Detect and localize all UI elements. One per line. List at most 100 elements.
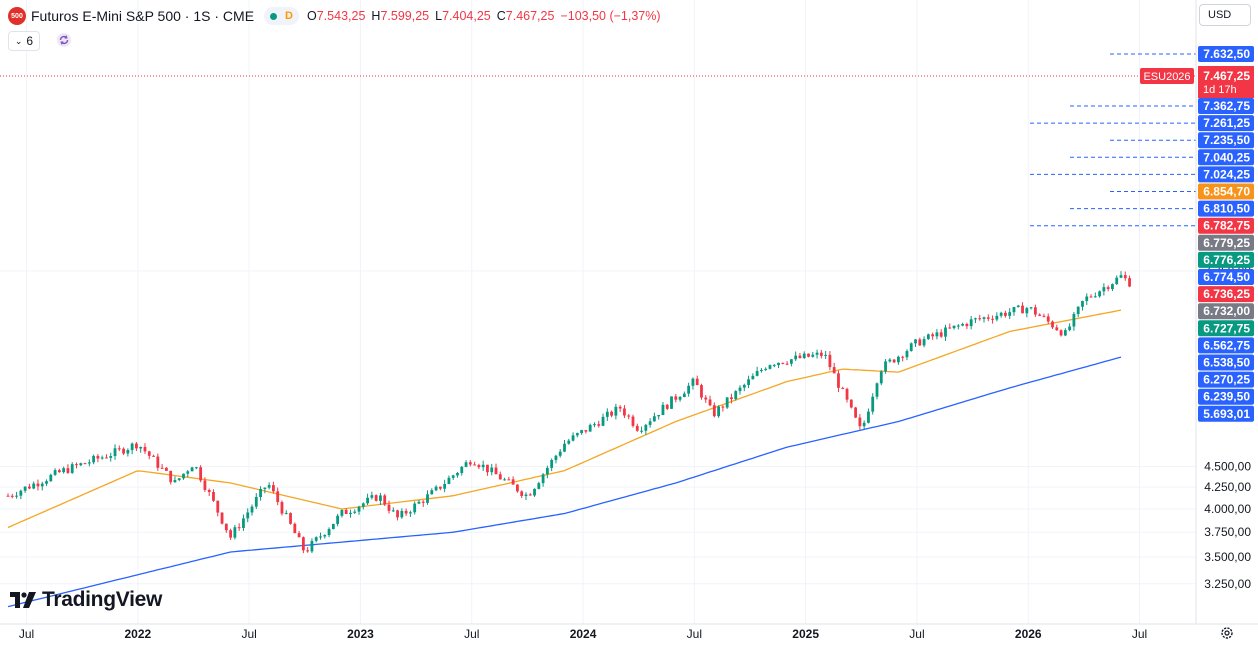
candle-body[interactable]	[704, 397, 708, 400]
candle-body[interactable]	[284, 513, 288, 515]
candle-body[interactable]	[353, 511, 357, 513]
candle-body[interactable]	[79, 463, 83, 466]
candle-body[interactable]	[194, 467, 198, 469]
candle-body[interactable]	[224, 523, 228, 531]
candle-body[interactable]	[905, 351, 909, 358]
candle-body[interactable]	[1033, 307, 1037, 315]
candle-body[interactable]	[216, 500, 220, 513]
candle-body[interactable]	[233, 527, 237, 538]
candle-body[interactable]	[113, 448, 117, 457]
candle-body[interactable]	[229, 530, 232, 538]
candle-body[interactable]	[396, 510, 399, 518]
candle-body[interactable]	[670, 396, 673, 409]
candle-body[interactable]	[417, 501, 421, 504]
candle-body[interactable]	[130, 443, 134, 451]
candle-body[interactable]	[6, 495, 10, 497]
price-tag[interactable]	[1198, 354, 1254, 371]
candle-body[interactable]	[550, 459, 554, 468]
candle-body[interactable]	[948, 327, 952, 329]
candle-body[interactable]	[242, 518, 245, 529]
candle-body[interactable]	[1093, 296, 1097, 298]
candle-body[interactable]	[524, 494, 528, 496]
candle-body[interactable]	[597, 424, 601, 426]
candle-body[interactable]	[742, 384, 746, 388]
candle-body[interactable]	[263, 487, 267, 489]
candle-body[interactable]	[126, 450, 130, 454]
candle-body[interactable]	[374, 495, 378, 501]
candle-body[interactable]	[408, 512, 412, 514]
candle-body[interactable]	[811, 354, 815, 357]
candle-body[interactable]	[635, 425, 639, 431]
candle-body[interactable]	[511, 479, 515, 485]
candle-body[interactable]	[109, 456, 113, 458]
currency-selector[interactable]: USD	[1199, 4, 1251, 26]
candle-body[interactable]	[888, 359, 892, 362]
price-tag[interactable]	[1198, 149, 1254, 166]
candle-body[interactable]	[879, 371, 883, 384]
candle-body[interactable]	[319, 536, 322, 538]
candle-body[interactable]	[777, 362, 780, 366]
candle-body[interactable]	[366, 497, 369, 504]
candle-body[interactable]	[1072, 314, 1076, 327]
candle-body[interactable]	[361, 503, 365, 507]
candle-body[interactable]	[100, 457, 104, 459]
gear-icon[interactable]	[1220, 626, 1234, 640]
price-tag[interactable]	[1198, 371, 1254, 388]
candle-body[interactable]	[443, 483, 447, 489]
candle-body[interactable]	[1046, 316, 1050, 322]
candle-body[interactable]	[661, 404, 665, 416]
candle-body[interactable]	[935, 332, 939, 337]
candle-body[interactable]	[152, 455, 155, 457]
candle-body[interactable]	[379, 495, 382, 501]
candle-body[interactable]	[246, 512, 250, 519]
candle-body[interactable]	[306, 550, 310, 552]
price-tag[interactable]	[1198, 303, 1254, 320]
candle-body[interactable]	[451, 475, 455, 478]
candle-body[interactable]	[1038, 314, 1042, 316]
candle-body[interactable]	[160, 467, 164, 469]
candle-body[interactable]	[280, 502, 284, 514]
candle-body[interactable]	[516, 484, 519, 492]
candle-body[interactable]	[974, 318, 977, 320]
price-tag[interactable]	[1198, 132, 1254, 149]
candle-body[interactable]	[331, 523, 335, 530]
candle-body[interactable]	[464, 462, 468, 467]
candle-body[interactable]	[708, 399, 712, 406]
candle-body[interactable]	[751, 375, 755, 380]
candle-body[interactable]	[1016, 305, 1020, 308]
candle-body[interactable]	[421, 501, 425, 503]
candle-body[interactable]	[593, 424, 596, 426]
candle-body[interactable]	[477, 465, 481, 468]
candle-body[interactable]	[1051, 321, 1054, 328]
candle-body[interactable]	[400, 510, 404, 518]
candle-body[interactable]	[875, 383, 879, 397]
candle-body[interactable]	[45, 481, 48, 484]
candle-body[interactable]	[858, 417, 862, 427]
candle-body[interactable]	[314, 537, 318, 541]
candle-body[interactable]	[473, 464, 477, 466]
candle-body[interactable]	[259, 488, 262, 498]
candle-body[interactable]	[66, 468, 70, 473]
candle-body[interactable]	[999, 312, 1003, 316]
candle-body[interactable]	[665, 404, 669, 409]
candle-body[interactable]	[610, 411, 613, 416]
candle-body[interactable]	[845, 388, 849, 400]
candle-body[interactable]	[70, 464, 74, 473]
candle-body[interactable]	[841, 387, 845, 389]
candle-body[interactable]	[323, 535, 327, 537]
symbol-title[interactable]: Futuros E-Mini S&P 500 · 1S · CME	[31, 8, 255, 24]
candle-body[interactable]	[135, 443, 138, 449]
candle-body[interactable]	[824, 354, 828, 356]
price-tag[interactable]	[1198, 388, 1254, 405]
candle-body[interactable]	[370, 495, 374, 498]
candle-body[interactable]	[931, 334, 935, 337]
candle-body[interactable]	[498, 474, 502, 480]
candle-body[interactable]	[631, 416, 635, 426]
candle-body[interactable]	[327, 529, 331, 536]
candle-body[interactable]	[682, 393, 686, 398]
candle-body[interactable]	[117, 448, 121, 450]
candle-body[interactable]	[503, 479, 506, 481]
price-tag[interactable]	[1198, 337, 1254, 354]
candle-body[interactable]	[23, 486, 27, 491]
candle-body[interactable]	[798, 355, 802, 358]
